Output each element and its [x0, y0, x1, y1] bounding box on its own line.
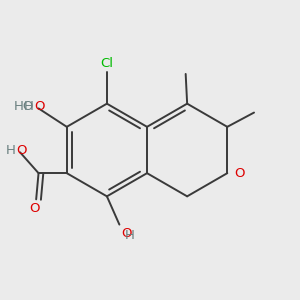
- Text: H: H: [24, 100, 34, 113]
- Text: O: O: [234, 167, 244, 180]
- Text: HO: HO: [14, 100, 34, 113]
- Text: H: H: [125, 229, 135, 242]
- Text: H: H: [6, 144, 16, 158]
- Text: O: O: [29, 202, 40, 215]
- Text: O: O: [16, 144, 26, 158]
- Text: O: O: [34, 100, 45, 113]
- Text: Cl: Cl: [100, 57, 113, 70]
- Text: O: O: [121, 227, 131, 240]
